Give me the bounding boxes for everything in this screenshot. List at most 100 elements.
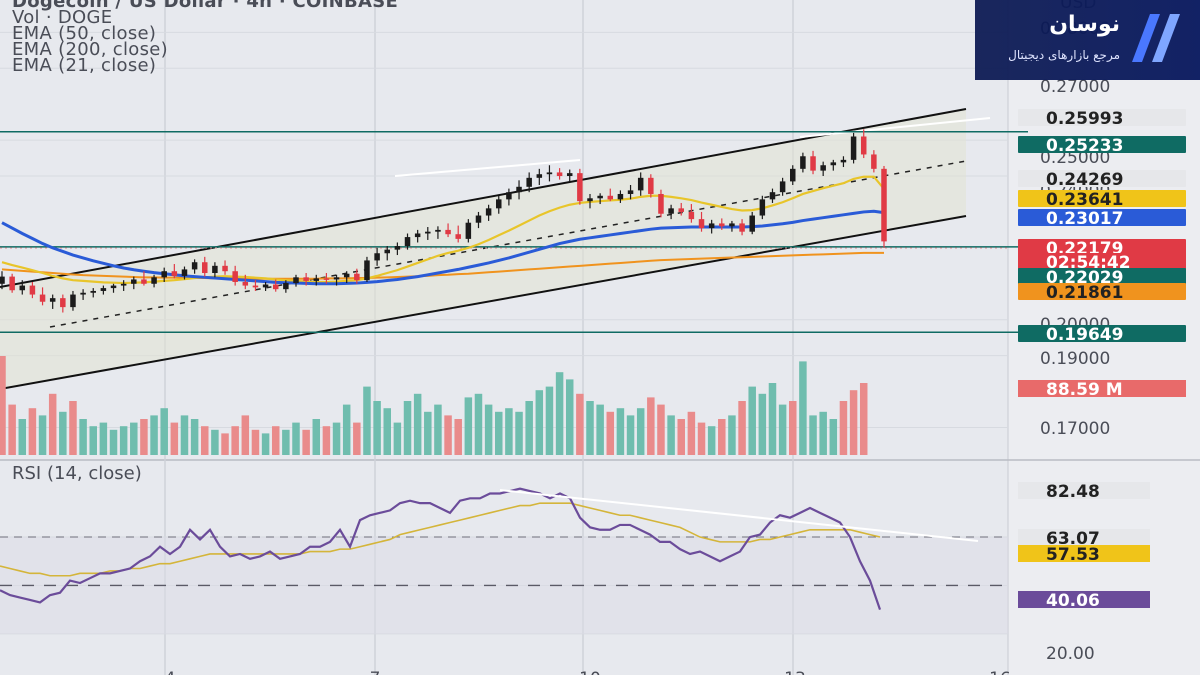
volume-bar (434, 404, 442, 455)
candle-body (283, 283, 289, 290)
volume-bar (565, 379, 574, 455)
volume-bar (0, 356, 6, 455)
channel-upper-line (0, 108, 967, 288)
candle-body (658, 193, 664, 214)
brand-name: نوسان (1049, 12, 1120, 37)
volume-bar (768, 383, 777, 455)
resistance-trend-line (394, 159, 581, 177)
legend-title: Dogecoin / US Dollar · 4h · COINBASE (12, 0, 399, 12)
volume-bar (819, 411, 827, 455)
candle-body (820, 165, 826, 171)
candle-body (272, 284, 279, 290)
volume-badge-label: 88.59 M (1046, 380, 1123, 400)
volume-bar (545, 386, 554, 455)
volume-bar (778, 404, 787, 455)
volume-bar (799, 361, 807, 455)
rsi-badge (1018, 591, 1150, 608)
rsi-legend: RSI (14, close) (12, 463, 142, 484)
legend-ema200: EMA (200, close) (12, 39, 168, 60)
candle-body (617, 193, 624, 200)
price-badge (1018, 109, 1186, 126)
candle-body (252, 285, 259, 288)
volume-bar (302, 429, 310, 455)
legend-ema50: EMA (50, close) (12, 23, 157, 44)
ema50-line (1, 209, 885, 286)
candle-body (90, 290, 96, 293)
volume-bar (109, 429, 118, 455)
volume-bar (738, 401, 746, 455)
volume-bar (616, 408, 625, 455)
candle-body (242, 281, 249, 286)
candle-body (810, 156, 816, 171)
volume-bar (180, 415, 189, 455)
volume-bar (677, 419, 685, 455)
volume-bar (363, 386, 371, 455)
volume-bar (373, 401, 381, 455)
volume-bar (383, 408, 391, 455)
volume-bar (809, 415, 817, 455)
candle-body (496, 199, 502, 209)
price-badge-label: 0.21861 (1046, 283, 1123, 303)
volume-bar (170, 422, 179, 455)
volume-bar (525, 401, 533, 455)
candle-body (516, 186, 522, 193)
price-badge (1018, 209, 1186, 226)
candle-body (577, 173, 583, 202)
volume-bar (636, 408, 645, 455)
candle-body (110, 285, 117, 289)
candle-body (303, 277, 309, 281)
price-badge-label: 0.25993 (1046, 109, 1123, 129)
candle-body (637, 177, 644, 191)
price-badge-label: 0.23641 (1046, 190, 1123, 210)
price-axis-tick: 0.27000 (1040, 77, 1110, 97)
candle-body (161, 271, 167, 278)
volume-bar (190, 419, 199, 455)
volume-bar (18, 419, 27, 455)
price-badge (1018, 325, 1186, 342)
rsi-line (0, 487, 882, 611)
candle-body (506, 192, 512, 200)
candle-body (850, 136, 857, 160)
candle-body (384, 249, 390, 254)
time-axis-tick: 10 (579, 669, 601, 675)
candle-body (668, 208, 674, 214)
volume-bar (130, 422, 138, 455)
candle-body (800, 156, 806, 169)
volume-bar (626, 415, 635, 455)
volume-bar (403, 401, 412, 455)
candle-body (191, 262, 198, 270)
price-badge (1018, 170, 1186, 187)
candle-body (627, 190, 634, 194)
candle-body (719, 223, 725, 227)
price-badge (1018, 239, 1186, 256)
price-badge (1018, 283, 1186, 300)
time-axis-tick: 4 (165, 669, 176, 675)
volume-bar (424, 411, 432, 455)
candle-body (749, 215, 755, 232)
volume-bar (119, 426, 128, 455)
volume-bar (859, 383, 868, 455)
candle-body (485, 208, 492, 216)
candle-body (49, 298, 56, 302)
volume-bar (38, 415, 47, 455)
rsi-badge (1018, 545, 1150, 562)
volume-badge (1018, 380, 1186, 397)
candle-body (445, 229, 451, 235)
candle-body (860, 136, 867, 155)
volume-bar (89, 426, 97, 455)
rsi-badge (1018, 482, 1150, 499)
candle-body (587, 198, 593, 202)
candle-body (9, 276, 15, 291)
brand-tagline: مرجع بازارهای دیجیتال (1008, 48, 1120, 62)
volume-bar (413, 393, 422, 455)
volume-bar (657, 404, 665, 455)
candle-body (566, 173, 573, 177)
candle-body (455, 234, 461, 239)
candle-body (871, 154, 877, 169)
candle-body (708, 223, 715, 229)
rsi-badge (1018, 529, 1150, 546)
candle-body (120, 283, 127, 286)
volume-bar (282, 429, 290, 455)
candle-body (759, 199, 766, 216)
